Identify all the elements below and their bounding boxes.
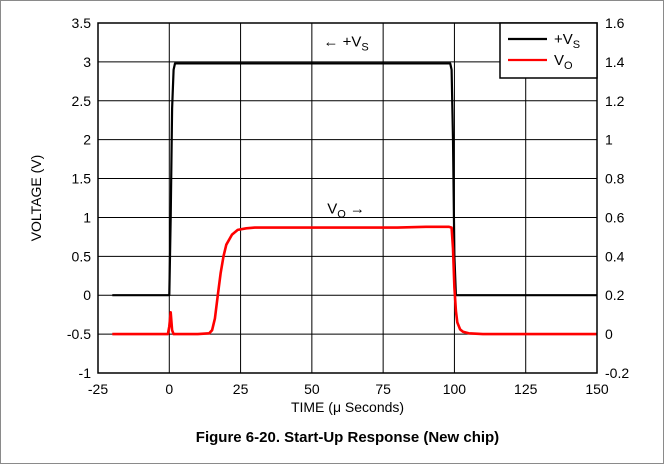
y2-tick-label: 1.2: [605, 93, 625, 109]
y-tick-label: -1: [79, 365, 92, 381]
y2-tick-label: 0.8: [605, 171, 625, 187]
y2-tick-label: 0.6: [605, 209, 625, 225]
x-tick-label: 150: [585, 381, 609, 397]
x-tick-labels: -25 0 25 50 75 100 125 150: [88, 381, 609, 397]
y2-tick-label: 1.4: [605, 54, 625, 70]
y2-tick-label: 0.2: [605, 287, 625, 303]
y2-tick-label: 0.4: [605, 248, 625, 264]
x-tick-label: 50: [304, 381, 320, 397]
annotations: ← +VS VO →: [323, 33, 368, 220]
x-tick-label: 125: [514, 381, 538, 397]
annotation-label: VO →: [327, 201, 365, 221]
y-tick-label: 2: [83, 132, 91, 148]
y-tick-label: 3: [83, 54, 91, 70]
series-line-vs: [112, 62, 597, 297]
x-tick-label: 25: [233, 381, 249, 397]
figure-caption: Figure 6-20. Start-Up Response (New chip…: [196, 429, 499, 446]
plot-area-border: [97, 22, 598, 374]
legend-box: [499, 22, 598, 79]
y-axis-title: VOLTAGE (V): [28, 155, 44, 242]
y-tick-label: 0.5: [72, 248, 92, 264]
legend-entry: +VS: [554, 31, 580, 51]
series-line-vo: [112, 225, 597, 336]
y-tick-label: 0: [83, 287, 91, 303]
y-tick-label: 2.5: [72, 93, 92, 109]
x-tick-label: 100: [443, 381, 467, 397]
y2-tick-label: 1: [605, 132, 613, 148]
y2-tick-labels: -0.2 0 0.2 0.4 0.6 0.8 1 1.2 1.4 1.6: [605, 15, 629, 381]
y-tick-labels: -1 -0.5 0 0.5 1 1.5 2 2.5 3 3.5: [67, 15, 91, 381]
y2-tick-label: 1.6: [605, 15, 625, 31]
y2-tick-label: -0.2: [605, 365, 629, 381]
x-tick-label: 0: [165, 381, 173, 397]
y-tick-label: 1.5: [72, 171, 92, 187]
x-tick-label: -25: [88, 381, 108, 397]
y-tick-label: -0.5: [67, 326, 91, 342]
annotation-label: ← +VS: [323, 33, 368, 53]
y-tick-label: 3.5: [72, 15, 92, 31]
y-tick-label: 1: [83, 209, 91, 225]
series-layer: [112, 62, 597, 336]
x-axis-title: TIME (μ Seconds): [291, 399, 404, 415]
x-tick-label: 75: [375, 381, 391, 397]
legend-entry: VO: [554, 52, 573, 72]
y2-tick-label: 0: [605, 326, 613, 342]
